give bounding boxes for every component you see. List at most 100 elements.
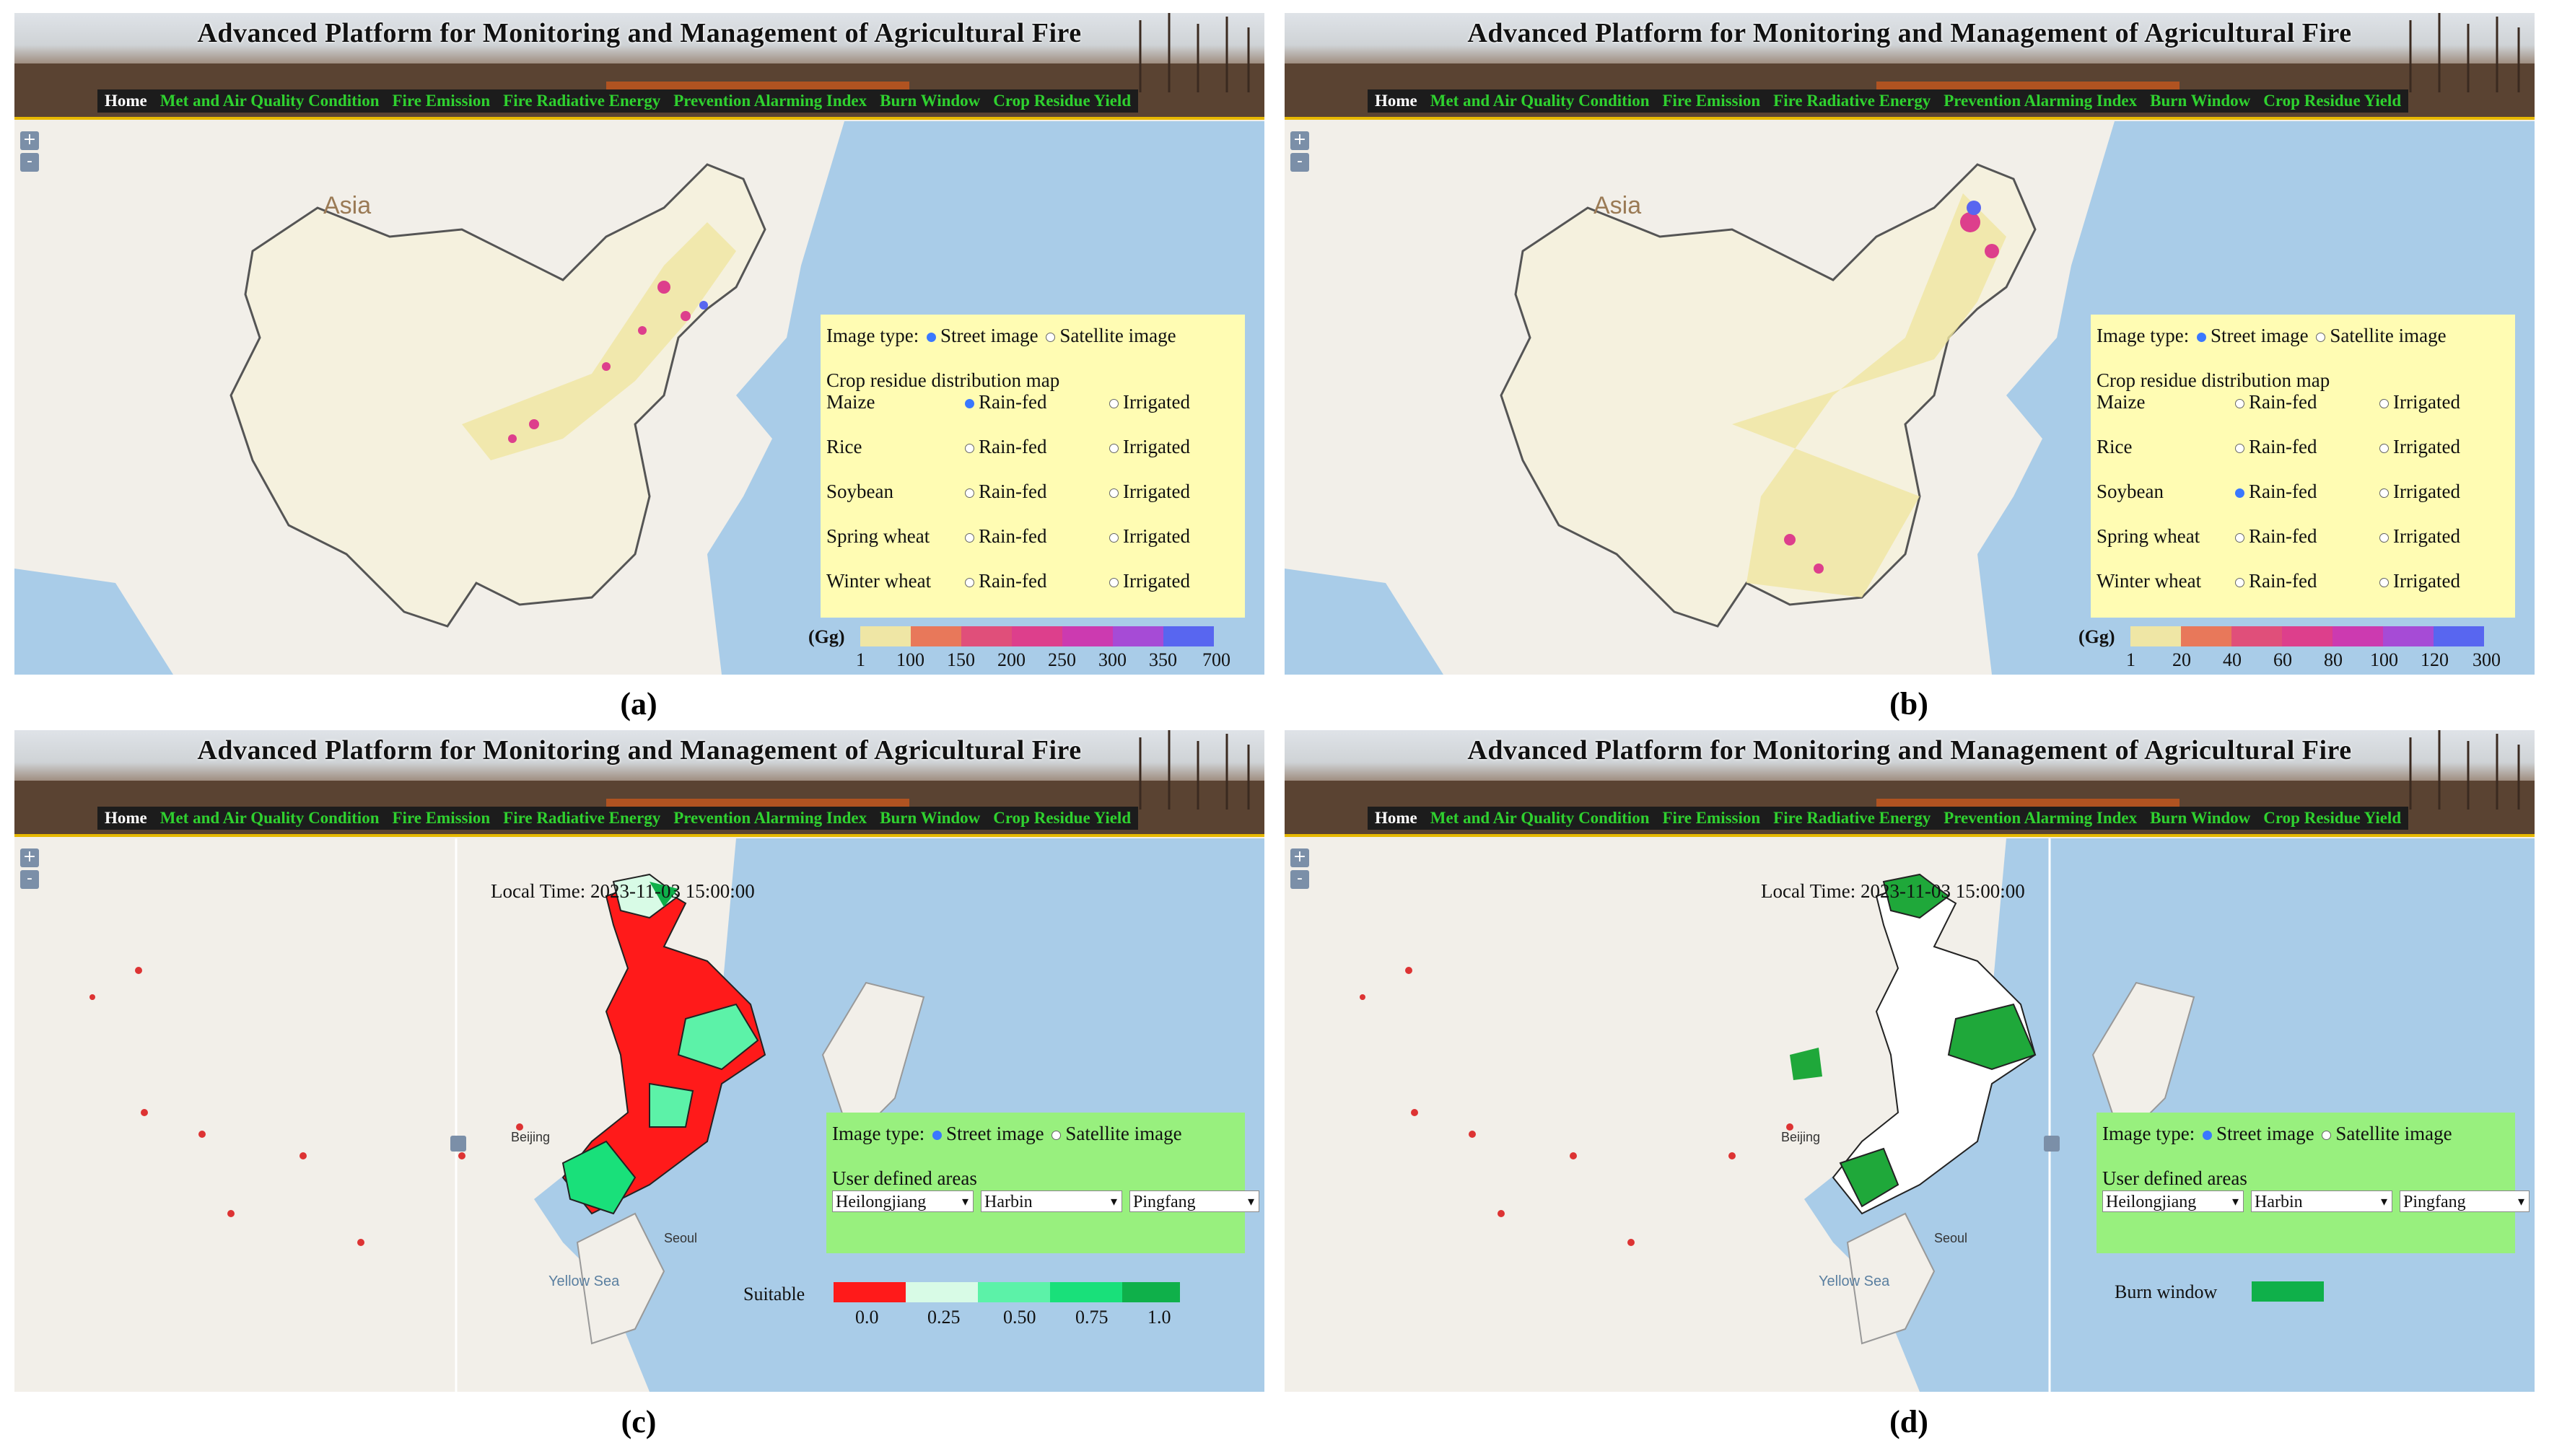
rainfed-label: Rain-fed <box>2249 436 2317 457</box>
winter-wheat-rainfed-radio[interactable] <box>2235 578 2244 588</box>
zoom-out-button[interactable]: - <box>1290 153 1309 172</box>
district-select[interactable]: Pingfang ▾ <box>1129 1190 1259 1212</box>
spring-wheat-rainfed-radio[interactable] <box>2235 533 2244 543</box>
nav-burn-window[interactable]: Burn Window <box>880 92 981 110</box>
nav-fire-emission[interactable]: Fire Emission <box>1662 92 1761 110</box>
province-select[interactable]: Heilongjiang ▾ <box>832 1190 974 1212</box>
zoom-in-button[interactable]: + <box>1290 131 1309 150</box>
nav-home[interactable]: Home <box>1375 809 1417 827</box>
main-nav: Home Met and Air Quality Condition Fire … <box>97 89 1139 113</box>
nav-crop-residue-yield[interactable]: Crop Residue Yield <box>993 809 1132 827</box>
soybean-irrigated-radio[interactable] <box>2379 488 2389 499</box>
satellite-image-radio[interactable] <box>1046 333 1056 343</box>
map-view[interactable]: Beijing Seoul Yellow Sea + - Local Time:… <box>1285 838 2535 1392</box>
maize-irrigated-radio[interactable] <box>2379 399 2389 409</box>
rainfed-label: Rain-fed <box>2249 391 2317 413</box>
main-nav: Home Met and Air Quality Condition Fire … <box>1368 807 2409 830</box>
nav-fire-emission[interactable]: Fire Emission <box>392 809 491 827</box>
nav-fire-emission[interactable]: Fire Emission <box>1662 809 1761 827</box>
image-type-label: Image type: <box>832 1123 925 1144</box>
map-view[interactable]: + - Asia Image type: Street image Satell… <box>14 121 1264 675</box>
nav-fire-radiative-energy[interactable]: Fire Radiative Energy <box>503 809 661 827</box>
spring-wheat-rainfed-radio[interactable] <box>965 533 974 543</box>
nav-fire-emission[interactable]: Fire Emission <box>392 92 491 110</box>
street-image-radio[interactable] <box>2202 1131 2212 1141</box>
crop-label-maize: Maize <box>826 391 875 413</box>
maize-irrigated-radio[interactable] <box>1109 399 1119 409</box>
spring-wheat-irrigated-radio[interactable] <box>2379 533 2389 543</box>
chevron-down-icon: ▾ <box>1110 1194 1117 1209</box>
zoom-out-button[interactable]: - <box>20 870 39 889</box>
nav-home[interactable]: Home <box>105 92 147 110</box>
local-time: Local Time: 2023-11-03 15:00:00 <box>1761 880 2025 902</box>
map-view[interactable]: + - Asia Image type: Street image Satell… <box>1285 121 2535 675</box>
map-view[interactable]: Beijing Seoul Yellow Sea + - Local Time:… <box>14 838 1264 1392</box>
crop-label-winter-wheat: Winter wheat <box>826 570 932 592</box>
nav-home[interactable]: Home <box>105 809 147 827</box>
legend-swatch-4 <box>2282 626 2332 646</box>
pause-button[interactable] <box>450 1136 466 1152</box>
satellite-image-radio[interactable] <box>1051 1131 1062 1141</box>
nav-prevention-alarming-index[interactable]: Prevention Alarming Index <box>1944 92 2138 110</box>
nav-burn-window[interactable]: Burn Window <box>880 809 981 827</box>
platform-title: Advanced Platform for Monitoring and Man… <box>197 18 1082 48</box>
nav-burn-window[interactable]: Burn Window <box>2150 809 2251 827</box>
zoom-in-button[interactable]: + <box>20 131 39 150</box>
irrigated-label: Irrigated <box>1123 436 1190 457</box>
nav-prevention-alarming-index[interactable]: Prevention Alarming Index <box>1944 809 2138 827</box>
city-select[interactable]: Harbin ▾ <box>981 1190 1122 1212</box>
nav-crop-residue-yield[interactable]: Crop Residue Yield <box>993 92 1132 110</box>
satellite-image-radio[interactable] <box>2316 333 2326 343</box>
nav-fire-radiative-energy[interactable]: Fire Radiative Energy <box>1773 809 1931 827</box>
legend-unit: (Gg) <box>808 626 845 647</box>
winter-wheat-irrigated-radio[interactable] <box>1109 578 1119 588</box>
nav-met-air-quality[interactable]: Met and Air Quality Condition <box>159 809 380 827</box>
soybean-rainfed-radio[interactable] <box>965 488 974 499</box>
winter-wheat-irrigated-radio[interactable] <box>2379 578 2389 588</box>
soybean-rainfed-radio[interactable] <box>2235 488 2244 499</box>
header-banner: Advanced Platform for Monitoring and Man… <box>14 730 1264 837</box>
rice-irrigated-radio[interactable] <box>1109 444 1119 454</box>
zoom-out-button[interactable]: - <box>1290 870 1309 889</box>
irrigated-label: Irrigated <box>1123 391 1190 413</box>
legend-tick: 100 <box>2370 649 2398 670</box>
rice-irrigated-radio[interactable] <box>2379 444 2389 454</box>
nav-prevention-alarming-index[interactable]: Prevention Alarming Index <box>673 809 867 827</box>
nav-fire-radiative-energy[interactable]: Fire Radiative Energy <box>1773 92 1931 110</box>
nav-met-air-quality[interactable]: Met and Air Quality Condition <box>1430 92 1650 110</box>
nav-home[interactable]: Home <box>1375 92 1417 110</box>
legend-swatch-4 <box>1012 626 1062 646</box>
maize-rainfed-radio[interactable] <box>2235 399 2244 409</box>
soybean-irrigated-radio[interactable] <box>1109 488 1119 499</box>
zoom-in-button[interactable]: + <box>20 848 39 867</box>
rice-rainfed-radio[interactable] <box>965 444 974 454</box>
area-control-panel: Image type: Street image Satellite image… <box>826 1113 1259 1253</box>
nav-met-air-quality[interactable]: Met and Air Quality Condition <box>1430 809 1650 827</box>
platform-title: Advanced Platform for Monitoring and Man… <box>1467 18 2352 48</box>
province-select[interactable]: Heilongjiang ▾ <box>2102 1190 2244 1212</box>
satellite-image-radio[interactable] <box>2322 1131 2332 1141</box>
nav-met-air-quality[interactable]: Met and Air Quality Condition <box>159 92 380 110</box>
street-image-radio[interactable] <box>2196 333 2206 343</box>
irrigated-label: Irrigated <box>2393 570 2460 592</box>
street-image-radio[interactable] <box>932 1131 942 1141</box>
province-value: Heilongjiang <box>836 1193 927 1211</box>
legend-tick: 700 <box>1202 649 1230 670</box>
zoom-in-button[interactable]: + <box>1290 848 1309 867</box>
nav-fire-radiative-energy[interactable]: Fire Radiative Energy <box>503 92 661 110</box>
nav-crop-residue-yield[interactable]: Crop Residue Yield <box>2263 809 2402 827</box>
rice-rainfed-radio[interactable] <box>2235 444 2244 454</box>
chevron-down-icon: ▾ <box>2517 1194 2524 1209</box>
winter-wheat-rainfed-radio[interactable] <box>965 578 974 588</box>
nav-crop-residue-yield[interactable]: Crop Residue Yield <box>2263 92 2402 110</box>
pause-button[interactable] <box>2044 1136 2060 1152</box>
spring-wheat-irrigated-radio[interactable] <box>1109 533 1119 543</box>
street-image-radio[interactable] <box>926 333 936 343</box>
zoom-out-button[interactable]: - <box>20 153 39 172</box>
local-time: Local Time: 2023-11-03 15:00:00 <box>491 880 755 902</box>
maize-rainfed-radio[interactable] <box>965 399 974 409</box>
district-select[interactable]: Pingfang ▾ <box>2400 1190 2530 1212</box>
nav-burn-window[interactable]: Burn Window <box>2150 92 2251 110</box>
nav-prevention-alarming-index[interactable]: Prevention Alarming Index <box>673 92 867 110</box>
city-select[interactable]: Harbin ▾ <box>2251 1190 2392 1212</box>
